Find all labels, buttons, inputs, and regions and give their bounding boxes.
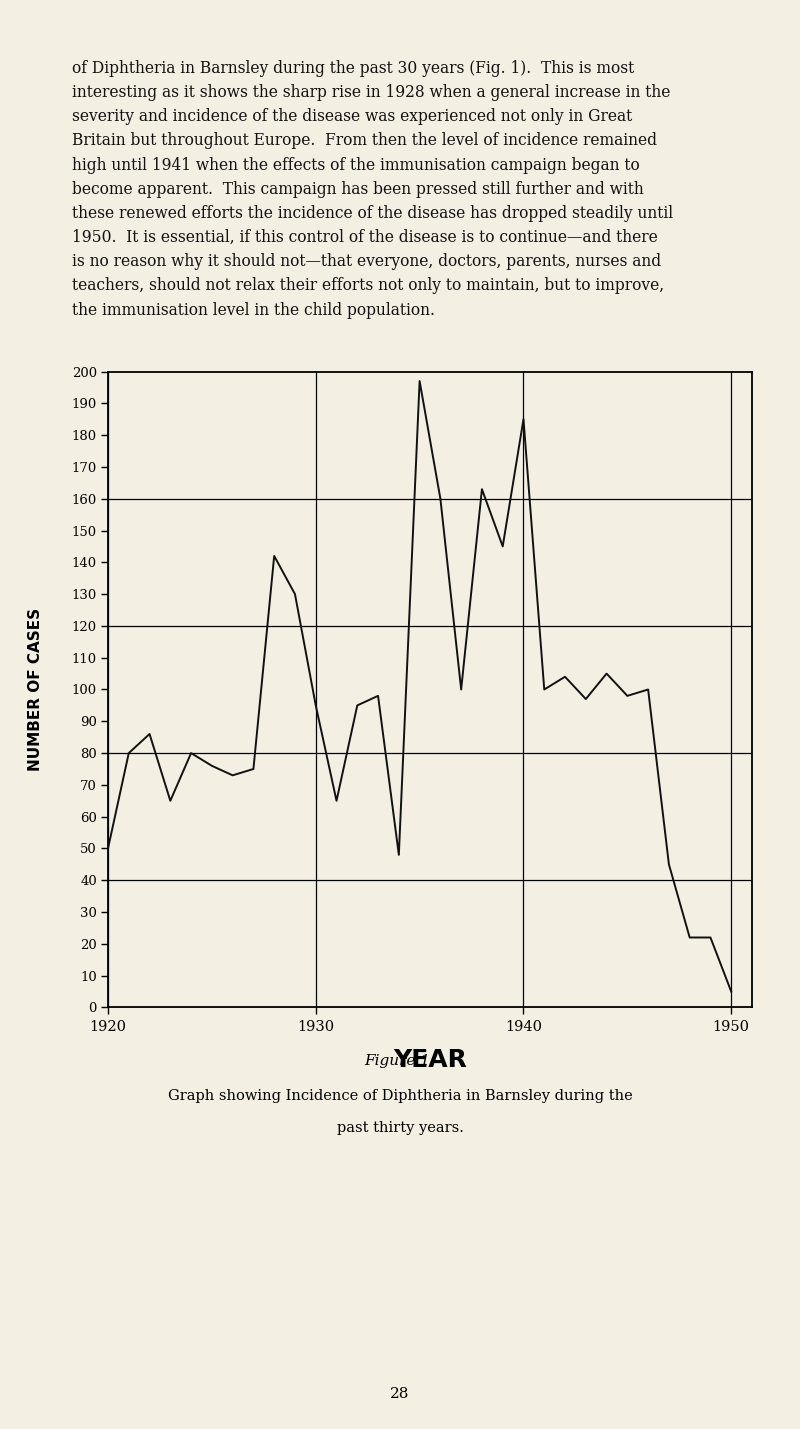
Text: past thirty years.: past thirty years. — [337, 1120, 463, 1135]
Text: 28: 28 — [390, 1386, 410, 1400]
Text: Graph showing Incidence of Diphtheria in Barnsley during the: Graph showing Incidence of Diphtheria in… — [168, 1089, 632, 1103]
Text: of Diphtheria in Barnsley during the past 30 years (Fig. 1).  This is most
inter: of Diphtheria in Barnsley during the pas… — [72, 60, 673, 319]
X-axis label: YEAR: YEAR — [393, 1047, 467, 1072]
Text: Figure 1.: Figure 1. — [365, 1053, 435, 1067]
Text: NUMBER OF CASES: NUMBER OF CASES — [29, 607, 43, 772]
